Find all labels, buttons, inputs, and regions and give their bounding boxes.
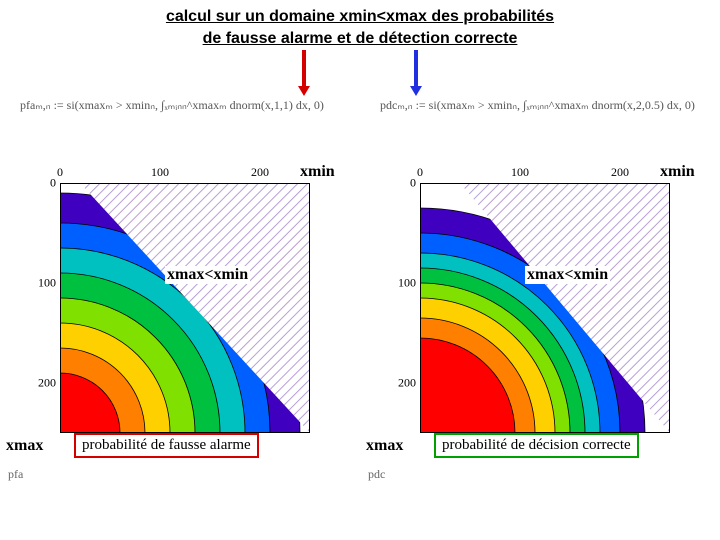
anno-xmax-lt-xmin: xmax<xmin	[165, 266, 250, 284]
tick-top: 0	[57, 165, 63, 180]
equation-right: pdcₘ,ₙ := si(xmaxₘ > xminₙ, ∫ₓₘᵢₙₙ^xmaxₘ…	[380, 98, 695, 113]
caption-left: probabilité de fausse alarme	[74, 433, 259, 458]
xmin-axis-label: xmin	[300, 163, 335, 181]
tick-left: 200	[376, 376, 416, 391]
bottom-tag-right: pdc	[368, 467, 385, 482]
title-line-2: de fausse alarme et de détection correct…	[0, 30, 720, 48]
tick-left: 100	[376, 276, 416, 291]
plot-border	[420, 183, 670, 433]
xmax-axis-label: xmax	[6, 437, 43, 455]
tick-top: 100	[151, 165, 169, 180]
tick-left: 0	[16, 176, 56, 191]
xmin-axis-label: xmin	[660, 163, 695, 181]
tick-left: 100	[16, 276, 56, 291]
arrow-left-icon	[294, 50, 314, 98]
plot-border	[60, 183, 310, 433]
chart-right: 01002000100200xminxmaxxmax<xminprobabili…	[390, 165, 700, 495]
tick-left: 200	[16, 376, 56, 391]
title-line-1: calcul sur un domaine xmin<xmax des prob…	[0, 8, 720, 26]
tick-top: 100	[511, 165, 529, 180]
chart-left: 01002000100200xminxmaxxmax<xminprobabili…	[30, 165, 340, 495]
tick-left: 0	[376, 176, 416, 191]
tick-top: 200	[251, 165, 269, 180]
tick-top: 0	[417, 165, 423, 180]
tick-top: 200	[611, 165, 629, 180]
xmax-axis-label: xmax	[366, 437, 403, 455]
anno-xmax-lt-xmin: xmax<xmin	[525, 266, 610, 284]
equation-left: pfaₘ,ₙ := si(xmaxₘ > xminₙ, ∫ₓₘᵢₙₙ^xmaxₘ…	[20, 98, 324, 113]
caption-right: probabilité de décision correcte	[434, 433, 639, 458]
arrow-right-icon	[406, 50, 426, 98]
bottom-tag-left: pfa	[8, 467, 23, 482]
